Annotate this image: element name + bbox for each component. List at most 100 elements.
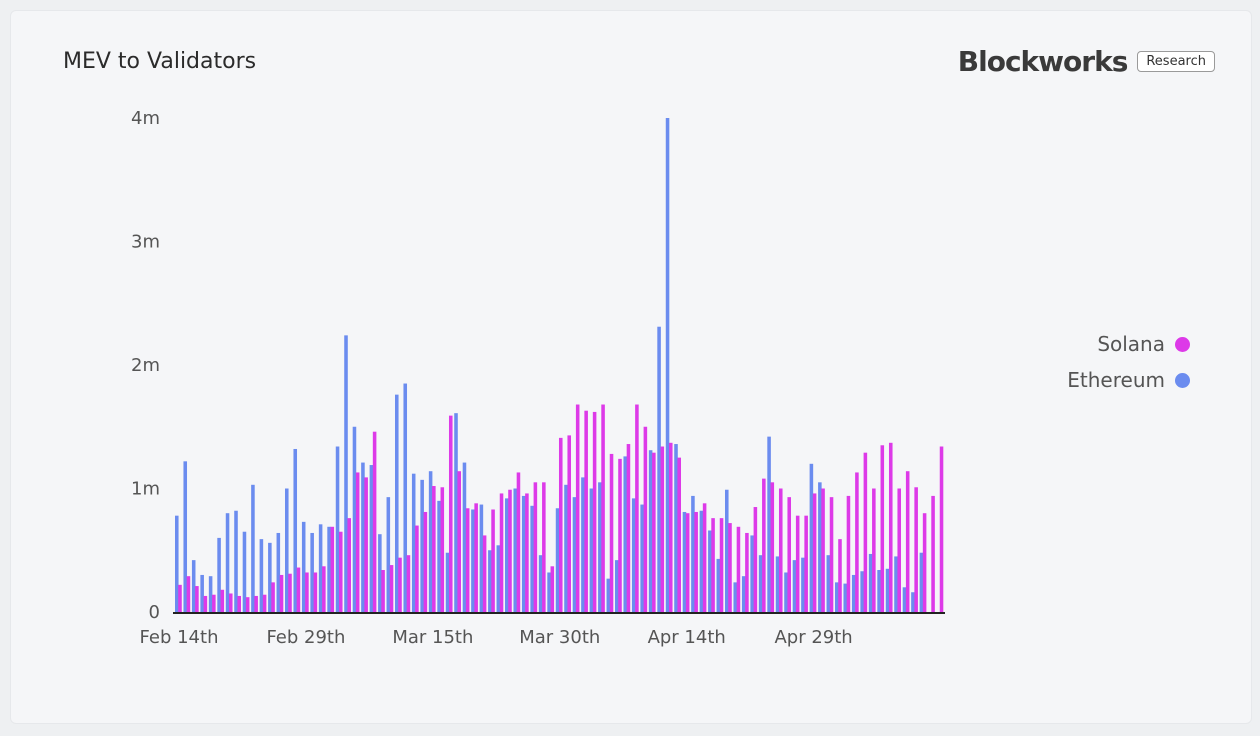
bar-ethereum[interactable] [395, 394, 399, 612]
bar-solana[interactable] [542, 482, 546, 612]
bar-ethereum[interactable] [547, 572, 551, 612]
bar-ethereum[interactable] [826, 555, 831, 612]
bar-solana[interactable] [685, 513, 690, 612]
bar-solana[interactable] [432, 486, 436, 612]
bar-solana[interactable] [262, 594, 267, 612]
bar-solana[interactable] [499, 493, 504, 612]
bar-solana[interactable] [753, 507, 758, 612]
bar-solana[interactable] [939, 446, 944, 612]
bar-ethereum[interactable] [183, 461, 188, 612]
bar-solana[interactable] [415, 525, 419, 612]
bar-solana[interactable] [296, 567, 301, 612]
bar-ethereum[interactable] [818, 482, 822, 612]
bar-ethereum[interactable] [175, 515, 179, 612]
bar-solana[interactable] [482, 535, 487, 612]
bar-ethereum[interactable] [488, 550, 492, 612]
bar-ethereum[interactable] [860, 571, 864, 612]
bar-solana[interactable] [626, 444, 631, 612]
bar-solana[interactable] [660, 446, 665, 612]
bar-solana[interactable] [795, 515, 800, 612]
bar-ethereum[interactable] [293, 448, 298, 612]
bar-ethereum[interactable] [589, 488, 594, 613]
bar-solana[interactable] [440, 487, 445, 612]
bar-ethereum[interactable] [496, 545, 501, 612]
bar-solana[interactable] [279, 574, 284, 612]
bar-solana[interactable] [330, 526, 335, 612]
bar-solana[interactable] [220, 589, 225, 612]
bar-solana[interactable] [702, 503, 707, 612]
bar-solana[interactable] [872, 488, 876, 613]
bar-ethereum[interactable] [268, 542, 272, 612]
bar-ethereum[interactable] [445, 552, 450, 612]
bar-solana[interactable] [203, 595, 208, 612]
bar-solana[interactable] [212, 594, 216, 612]
bar-ethereum[interactable] [598, 482, 602, 612]
bar-ethereum[interactable] [716, 558, 721, 612]
bar-solana[interactable] [347, 518, 351, 612]
bar-solana[interactable] [305, 572, 309, 612]
bar-solana[interactable] [186, 576, 191, 612]
bar-solana[interactable] [880, 445, 885, 612]
bar-ethereum[interactable] [725, 489, 729, 612]
bar-solana[interactable] [728, 523, 732, 612]
bar-ethereum[interactable] [674, 444, 678, 612]
bar-ethereum[interactable] [276, 532, 281, 612]
bar-ethereum[interactable] [691, 495, 695, 612]
bar-ethereum[interactable] [200, 574, 204, 612]
bar-ethereum[interactable] [648, 450, 653, 612]
bar-ethereum[interactable] [877, 570, 881, 612]
bar-solana[interactable] [821, 488, 825, 613]
bar-solana[interactable] [838, 539, 842, 612]
bar-solana[interactable] [465, 508, 470, 612]
bar-ethereum[interactable] [327, 526, 331, 612]
bar-ethereum[interactable] [318, 524, 323, 612]
bar-ethereum[interactable] [437, 500, 441, 612]
bar-solana[interactable] [245, 597, 250, 612]
bar-solana[interactable] [491, 509, 495, 612]
bar-solana[interactable] [381, 570, 385, 612]
bar-ethereum[interactable] [750, 535, 754, 612]
bar-solana[interactable] [288, 573, 292, 612]
bar-ethereum[interactable] [369, 465, 374, 612]
bar-solana[interactable] [846, 495, 851, 612]
bar-ethereum[interactable] [251, 484, 255, 612]
bar-solana[interactable] [855, 472, 859, 612]
bar-ethereum[interactable] [851, 574, 856, 612]
bar-solana[interactable] [643, 426, 648, 612]
bar-ethereum[interactable] [767, 436, 771, 612]
bar-ethereum[interactable] [555, 508, 560, 612]
bar-ethereum[interactable] [741, 576, 746, 612]
bar-solana[interactable] [635, 404, 639, 612]
bar-ethereum[interactable] [885, 568, 890, 612]
legend-item-solana[interactable]: Solana [1067, 326, 1190, 362]
bar-ethereum[interactable] [301, 521, 306, 612]
bar-solana[interactable] [804, 515, 808, 612]
bar-ethereum[interactable] [225, 513, 230, 612]
bar-solana[interactable] [618, 458, 622, 612]
bar-solana[interactable] [652, 452, 656, 612]
bar-ethereum[interactable] [361, 462, 365, 612]
bar-ethereum[interactable] [843, 583, 848, 612]
bar-ethereum[interactable] [471, 509, 475, 612]
bar-ethereum[interactable] [911, 592, 915, 612]
bar-solana[interactable] [829, 497, 834, 612]
bar-solana[interactable] [762, 478, 766, 612]
bar-solana[interactable] [448, 415, 453, 612]
bar-ethereum[interactable] [344, 335, 348, 612]
bar-ethereum[interactable] [733, 582, 738, 612]
bar-ethereum[interactable] [775, 556, 780, 612]
bar-ethereum[interactable] [208, 576, 213, 612]
bar-ethereum[interactable] [538, 555, 543, 612]
bar-ethereum[interactable] [606, 578, 611, 612]
bar-solana[interactable] [778, 488, 783, 613]
bar-ethereum[interactable] [784, 572, 788, 612]
bar-solana[interactable] [694, 511, 698, 612]
bar-ethereum[interactable] [411, 473, 416, 612]
bar-solana[interactable] [677, 457, 681, 612]
bar-ethereum[interactable] [801, 557, 805, 612]
bar-solana[interactable] [787, 497, 791, 612]
bar-ethereum[interactable] [581, 477, 585, 612]
bar-ethereum[interactable] [505, 498, 509, 612]
bar-solana[interactable] [423, 511, 428, 612]
bar-ethereum[interactable] [386, 497, 391, 612]
